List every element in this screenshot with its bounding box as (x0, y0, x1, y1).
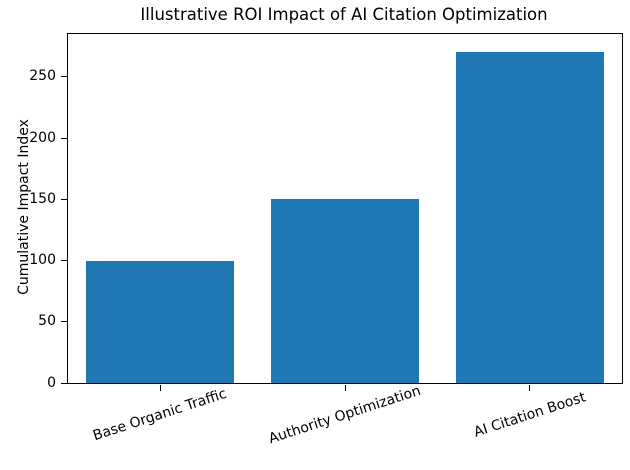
y-tick-mark (61, 76, 67, 78)
bar (86, 260, 235, 383)
y-tick-label: 200 (29, 129, 56, 146)
y-tick-label: 50 (38, 313, 56, 330)
plot-area: 0 50 100 150 200 250 Base Organic Traffic Autho… (29, 33, 623, 447)
y-tick-mark (61, 382, 67, 384)
y-tick-label: 250 (29, 68, 56, 85)
y-tick-mark (61, 321, 67, 323)
x-tick-mark (344, 385, 346, 391)
chart-title: Illustrative ROI Impact of AI Citation O… (140, 5, 548, 24)
y-tick-label: 100 (29, 252, 56, 269)
y-tick-mark (61, 137, 67, 139)
bar (271, 199, 419, 383)
x-tick-mark (529, 385, 531, 391)
y-tick-mark (61, 198, 67, 200)
bar (455, 52, 604, 383)
x-tick-mark (159, 385, 161, 391)
y-tick-label: 0 (47, 374, 56, 391)
y-tick-label: 150 (29, 190, 56, 207)
y-tick-mark (61, 260, 67, 262)
